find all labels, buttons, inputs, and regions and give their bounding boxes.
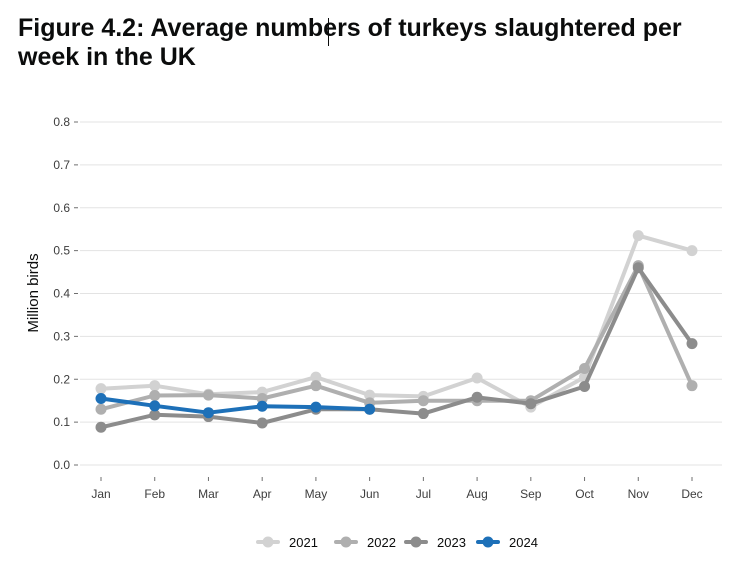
data-point [632,230,644,242]
data-point [202,389,214,401]
x-tick-label: Nov [628,487,649,501]
data-point [256,393,268,405]
data-point [364,389,376,401]
series-group [95,230,698,433]
y-tick-label: 0.8 [53,115,70,129]
y-axis-ticks: 0.0 0.1 0.2 0.3 0.4 0.5 0.6 0.7 0.8 [53,115,78,472]
legend-item-2024: 2024 [476,535,538,550]
legend-item-2023: 2023 [404,535,466,550]
y-axis-label: Million birds [25,253,42,332]
series-line [99,396,372,415]
data-point [95,403,107,415]
legend-label: 2021 [289,535,318,550]
data-point [579,363,591,375]
x-tick-label: Oct [575,487,594,501]
legend-marker [262,536,274,548]
x-tick-label: Jul [416,487,431,501]
data-point [471,391,483,403]
y-tick-label: 0.6 [53,201,70,215]
x-axis-ticks: Jan Feb Mar Apr May Jun Jul Aug Sep Oct Nov Dec [91,477,703,501]
y-tick-label: 0.5 [53,244,70,258]
data-point [364,403,376,415]
series-2024 [95,393,376,419]
data-point [417,395,429,407]
x-tick-label: May [305,487,328,501]
data-point [256,400,268,412]
y-tick-label: 0.2 [53,372,70,386]
data-point [686,380,698,392]
legend-label: 2024 [509,535,538,550]
data-point [256,417,268,429]
data-point [149,390,161,402]
series-2023 [95,262,698,433]
y-tick-label: 0.1 [53,415,70,429]
legend-item-2021: 2021 [256,535,318,550]
y-tick-label: 0.3 [53,329,70,343]
series-line [99,233,694,410]
series-line [99,263,694,412]
data-point [202,407,214,419]
x-tick-label: Jun [360,487,379,501]
legend: 2021 2022 2023 2024 [256,535,538,550]
data-point [149,400,161,412]
x-tick-label: Feb [144,487,165,501]
page-title: Figure 4.2: Average numbers of turkeys s… [18,14,682,71]
data-point [95,383,107,395]
data-point [310,371,322,383]
legend-marker [482,536,494,548]
legend-item-2022: 2022 [334,535,396,550]
y-tick-label: 0.0 [53,458,70,472]
x-tick-label: Apr [253,487,272,501]
legend-label: 2023 [437,535,466,550]
data-point [310,401,322,413]
x-tick-label: Sep [520,487,542,501]
data-point [149,380,161,392]
x-tick-label: Dec [681,487,702,501]
legend-label: 2022 [367,535,396,550]
data-point [579,381,591,393]
x-tick-label: Jan [91,487,110,501]
x-tick-label: Aug [466,487,487,501]
data-point [310,380,322,392]
legend-marker [340,536,352,548]
series-line [99,265,694,430]
data-point [632,262,644,274]
data-point [95,421,107,433]
data-point [471,372,483,384]
legend-marker [410,536,422,548]
data-point [525,398,537,410]
data-point [686,245,698,257]
data-point [417,408,429,420]
text-cursor [328,18,329,46]
data-point [95,393,107,405]
data-point [686,338,698,350]
y-tick-label: 0.4 [53,287,70,301]
x-tick-label: Mar [198,487,219,501]
data-point [149,409,161,421]
y-tick-label: 0.7 [53,158,70,172]
